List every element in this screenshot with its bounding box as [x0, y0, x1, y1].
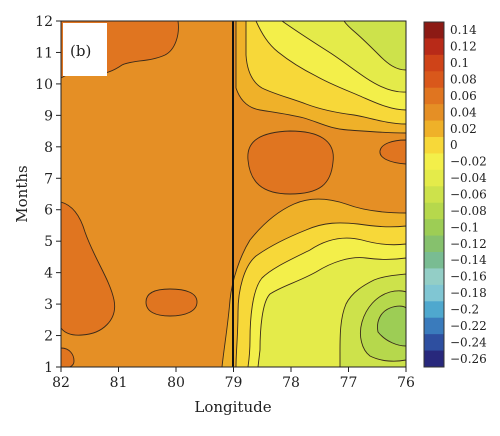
contour-region-center-right-blob [247, 130, 334, 195]
colorbar-swatch [424, 169, 444, 187]
y-tick-label: 6 [44, 203, 53, 219]
x-tick-label: 78 [282, 375, 300, 391]
contour-region-small-blob [145, 288, 198, 317]
colorbar-swatch [424, 120, 444, 138]
plot-area [61, 21, 406, 367]
colorbar-label: 0.08 [450, 73, 477, 87]
colorbar-label: −0.2 [450, 303, 479, 317]
colorbar-swatch [424, 252, 444, 269]
colorbar-label: −0.04 [450, 171, 487, 185]
panel-label: (b) [70, 42, 91, 60]
colorbar-swatch [424, 284, 444, 302]
y-tick-label: 3 [44, 297, 53, 313]
contour-region-right-edge-blob [379, 139, 406, 165]
colorbar-swatch [424, 38, 444, 56]
colorbar-label: −0.24 [450, 335, 487, 349]
colorbar-swatch [424, 22, 444, 39]
colorbar-label: −0.08 [450, 204, 487, 218]
contour-region-upper-right-5 [343, 21, 406, 71]
colorbar-swatch [424, 219, 444, 237]
y-tick-label: 10 [35, 77, 53, 93]
colorbar-label: −0.12 [450, 237, 487, 251]
contour-region-lower-right-7 [377, 305, 406, 347]
y-tick-label: 2 [44, 329, 53, 345]
colorbar-swatch [424, 334, 444, 352]
colorbar-frame [423, 21, 445, 368]
x-tick-label: 80 [167, 375, 185, 391]
colorbar: 0.14 0.12 0.1 0.08 0.06 0.04 0.02 0 −0.02 −0.04 −0… [423, 21, 487, 368]
y-tick-label: 5 [44, 234, 53, 250]
y-tick-label: 4 [44, 266, 53, 282]
x-tick-label: 79 [225, 375, 243, 391]
x-axis-title: Longitude [194, 398, 271, 416]
x-axis: 82 81 80 79 78 77 76 [52, 367, 415, 391]
y-tick-label: 11 [35, 45, 53, 61]
colorbar-swatch [424, 301, 444, 319]
x-tick-label: 77 [340, 375, 358, 391]
y-tick-label: 12 [35, 14, 53, 30]
colorbar-swatch [424, 137, 444, 154]
contour-region-bottom-blob [61, 347, 75, 367]
colorbar-label: 0.12 [450, 40, 477, 54]
colorbar-label: −0.1 [450, 220, 479, 234]
y-tick-label: 7 [44, 171, 53, 187]
colorbar-swatch [424, 350, 444, 368]
colorbar-label: −0.14 [450, 253, 487, 267]
colorbar-swatch [424, 71, 444, 89]
panel-label-box [63, 23, 107, 76]
colorbar-label: 0.04 [450, 105, 477, 119]
y-axis-title: Months [13, 165, 31, 222]
colorbar-label: −0.06 [450, 188, 487, 202]
y-tick-label: 8 [44, 140, 53, 156]
x-tick-label: 82 [52, 375, 70, 391]
colorbar-swatch [424, 153, 444, 171]
colorbar-label: 0.1 [450, 56, 469, 70]
colorbar-swatch [424, 202, 444, 220]
colorbar-swatch [424, 54, 444, 72]
colorbar-label: −0.18 [450, 286, 487, 300]
x-tick-label: 81 [110, 375, 128, 391]
x-tick-label: 76 [397, 375, 415, 391]
colorbar-label: −0.16 [450, 270, 487, 284]
colorbar-label: 0 [450, 138, 458, 152]
colorbar-swatch [424, 235, 444, 253]
colorbar-label: −0.26 [450, 352, 487, 366]
colorbar-label: −0.02 [450, 155, 487, 169]
colorbar-label: 0.14 [450, 23, 477, 37]
colorbar-label: 0.06 [450, 89, 477, 103]
colorbar-swatch [424, 87, 444, 105]
colorbar-swatch [424, 104, 444, 122]
colorbar-swatch [424, 317, 444, 335]
colorbar-label: −0.22 [450, 319, 487, 333]
colorbar-swatch [424, 186, 444, 204]
colorbar-swatch [424, 268, 444, 286]
contour-region-lower-left [61, 201, 116, 336]
colorbar-label: 0.02 [450, 122, 477, 136]
y-tick-label: 1 [44, 360, 53, 376]
y-tick-label: 9 [44, 108, 53, 124]
